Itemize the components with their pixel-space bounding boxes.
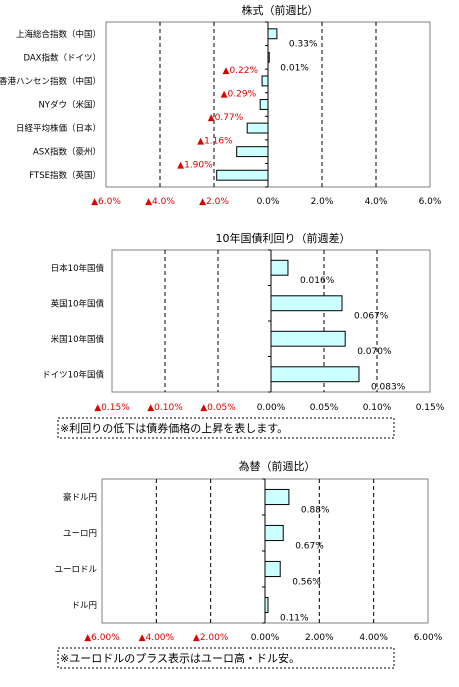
- data-label: 0.070%: [357, 347, 392, 357]
- category-label: 日経平均株価（日本）: [16, 123, 101, 134]
- x-tick-label: 6.00%: [414, 633, 443, 643]
- category-label: 豪ドル円: [63, 492, 97, 503]
- x-tick-label: 0.00%: [257, 403, 286, 413]
- x-tick-label: 4.0%: [365, 197, 388, 207]
- x-tick-label: 0.00%: [251, 633, 280, 643]
- chart-panel-2: 10年国債利回り（前週差） ▲0.15% ▲0.10% ▲0.05% 0.00% 0.05…: [42, 231, 445, 439]
- bar: [270, 366, 360, 383]
- chart-panel-1: 株式（前週比） ▲6.0% ▲4.0% ▲2.0% 0.0% 2.0% 4.0% 6.0% 上海…: [0, 3, 442, 207]
- x-tick-label: ▲2.0%: [199, 197, 229, 207]
- x-tick-label: 6.0%: [419, 197, 442, 207]
- chart-panel-3: 為替（前週比） ▲6.00% ▲4.00% ▲2.00% 0.00% 2.00% 4.00%…: [54, 459, 443, 669]
- bar: [264, 524, 284, 542]
- data-label: ▲1.90%: [177, 160, 213, 170]
- footnote: ※利回りの低下は債券価格の上昇を表します。: [60, 421, 288, 435]
- data-label: ▲0.22%: [223, 66, 259, 76]
- bar: [236, 146, 269, 158]
- x-tick-label: 0.15%: [416, 403, 445, 413]
- data-label: 0.067%: [354, 312, 389, 322]
- bar: [264, 488, 290, 506]
- category-label: 日本10年国債: [51, 263, 105, 274]
- data-label: ▲0.77%: [208, 113, 244, 123]
- data-label: 0.67%: [295, 542, 324, 552]
- data-label: ▲0.29%: [221, 90, 257, 100]
- category-label: ユーロ円: [63, 529, 97, 539]
- bar: [270, 330, 346, 347]
- footnote: ※ユーロドルのプラス表示はユーロ高・ドル安。: [60, 651, 300, 665]
- x-tick-label: ▲2.00%: [193, 633, 229, 643]
- x-tick-label: 0.0%: [257, 197, 280, 207]
- data-label: ▲1.16%: [197, 137, 233, 147]
- chart-title: 株式（前週比）: [242, 3, 319, 17]
- category-label: ドイツ10年国債: [42, 369, 104, 380]
- x-tick-label: ▲0.05%: [200, 403, 236, 413]
- bar: [261, 75, 269, 87]
- x-tick-label: ▲6.0%: [91, 197, 121, 207]
- bar: [267, 28, 278, 40]
- x-tick-label: 2.00%: [305, 633, 334, 643]
- category-label: FTSE指数（英国）: [29, 170, 101, 181]
- data-label: 0.11%: [280, 614, 309, 624]
- bar: [216, 169, 269, 181]
- category-label: 香港ハンセン指数（中国）: [0, 76, 101, 87]
- x-tick-label: 0.05%: [310, 403, 339, 413]
- chart-title: 為替（前週比）: [239, 459, 316, 473]
- bar: [264, 596, 269, 614]
- category-label: 英国10年国債: [51, 298, 105, 309]
- data-label: 0.56%: [292, 578, 321, 588]
- category-label: ドル円: [71, 601, 97, 611]
- note-box: [57, 647, 395, 669]
- x-tick-label: 2.0%: [311, 197, 334, 207]
- x-tick-label: 0.10%: [363, 403, 392, 413]
- category-label: 上海総合指数（中国）: [16, 29, 101, 40]
- x-tick-label: 4.00%: [359, 633, 388, 643]
- category-label: DAX指数（ドイツ）: [23, 52, 101, 63]
- data-label: 0.33%: [289, 40, 318, 50]
- x-tick-label: ▲0.10%: [147, 403, 183, 413]
- data-label: 0.083%: [371, 383, 406, 393]
- bar: [270, 259, 289, 276]
- chart-title: 10年国債利回り（前週差）: [216, 231, 351, 245]
- category-label: ユーロドル: [54, 565, 97, 575]
- bar: [246, 122, 269, 134]
- note-box: [57, 417, 395, 439]
- x-tick-label: ▲6.00%: [84, 633, 120, 643]
- x-tick-label: ▲0.15%: [94, 403, 130, 413]
- category-label: NYダウ（米国）: [38, 100, 101, 111]
- x-tick-label: ▲4.00%: [139, 633, 175, 643]
- bar: [259, 99, 269, 110]
- data-label: 0.016%: [300, 276, 335, 286]
- category-label: ASX指数（豪州）: [33, 147, 101, 158]
- bar: [264, 560, 281, 578]
- data-label: 0.88%: [301, 506, 330, 516]
- x-tick-label: ▲4.0%: [145, 197, 175, 207]
- category-label: 米国10年国債: [51, 334, 105, 345]
- bar: [270, 295, 343, 312]
- bar: [267, 51, 270, 63]
- data-label: 0.01%: [280, 63, 309, 73]
